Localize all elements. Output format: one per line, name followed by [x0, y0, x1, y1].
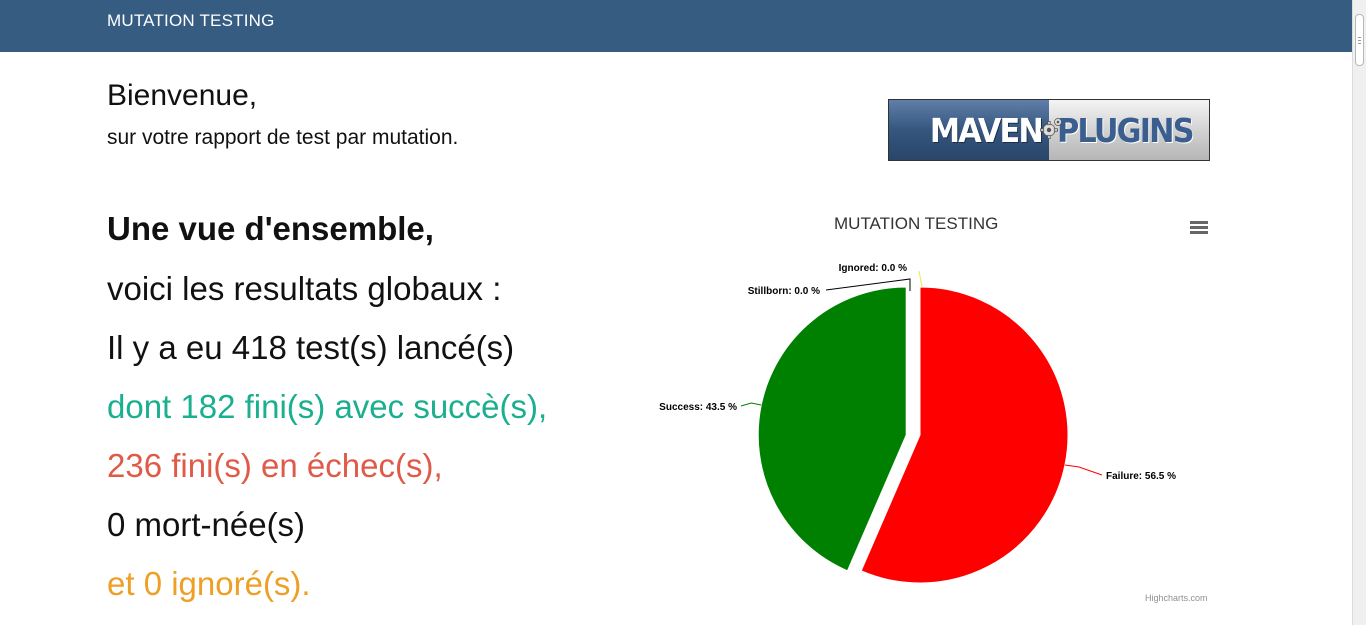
navbar-title[interactable]: MUTATION TESTING	[107, 11, 275, 30]
hamburger-menu-icon[interactable]	[1190, 221, 1208, 235]
logo-right-panel: PLUGINS	[1049, 100, 1209, 160]
overview-heading: Une vue d'ensemble,	[107, 210, 434, 247]
welcome-title: Bienvenue,	[107, 79, 258, 112]
top-navbar: MUTATION TESTING	[0, 0, 1352, 52]
stillborn-count-text: 0 mort-née(s)	[107, 506, 306, 543]
scrollbar-thumb[interactable]	[1355, 14, 1364, 66]
success-count-text: dont 182 fini(s) avec succè(s),	[107, 388, 548, 425]
connector-failure	[1064, 464, 1103, 476]
ignored-count-text: et 0 ignoré(s).	[107, 565, 311, 602]
logo-text-maven: MAVEN	[930, 110, 1044, 150]
connector-success	[740, 402, 762, 407]
maven-plugins-logo: MAVEN PLUGINS	[888, 99, 1210, 161]
logo-text-plugins: PLUGINS	[1057, 110, 1195, 150]
data-label-ignored: Ignored: 0.0 %	[839, 263, 907, 274]
total-tests-text: Il y a eu 418 test(s) lancé(s)	[107, 329, 515, 366]
overview-intro: voici les resultats globaux :	[107, 270, 502, 307]
connector-ignored	[918, 270, 923, 288]
gear-icon	[1040, 118, 1062, 139]
scroll-grip-line	[1358, 43, 1361, 44]
chart-credits[interactable]: Highcharts.com	[1145, 593, 1208, 603]
data-label-success: Success: 43.5 %	[659, 402, 737, 413]
scroll-grip-line	[1358, 40, 1361, 41]
welcome-subtitle: sur votre rapport de test par mutation.	[107, 126, 459, 149]
data-label-failure: Failure: 56.5 %	[1106, 471, 1176, 482]
chart-title: MUTATION TESTING	[834, 214, 999, 233]
scroll-grip-line	[1358, 37, 1361, 38]
vertical-scrollbar[interactable]	[1352, 0, 1366, 625]
data-label-stillborn: Stillborn: 0.0 %	[748, 286, 820, 297]
logo-left-panel: MAVEN	[889, 100, 1049, 160]
failure-count-text: 236 fini(s) en échec(s),	[107, 447, 443, 484]
